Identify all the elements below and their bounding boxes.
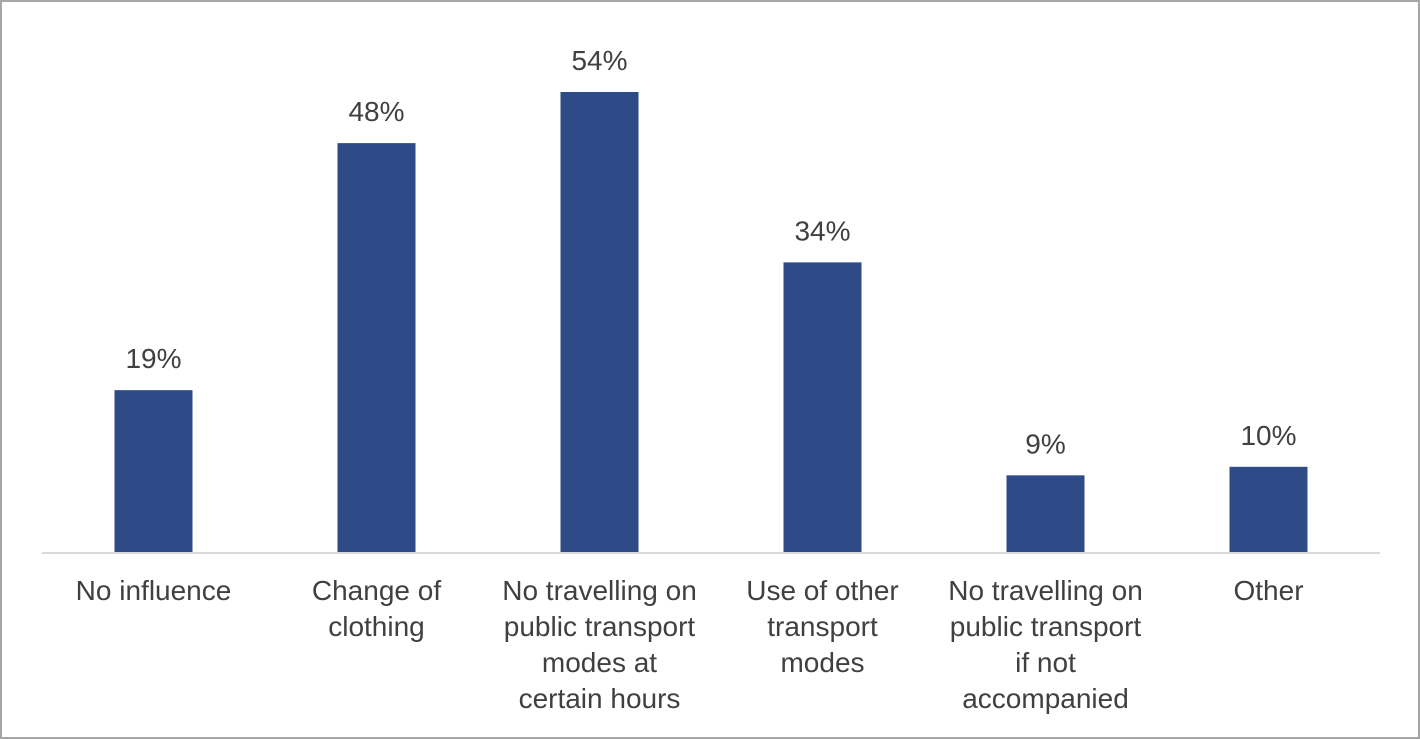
category-label-3: Use of other transport modes (746, 575, 899, 678)
category-label-5: Other (1233, 575, 1303, 606)
bars-group (114, 92, 1308, 552)
bar-4 (1006, 475, 1085, 552)
bar-5 (1229, 466, 1308, 552)
data-label-0: 19% (125, 343, 181, 374)
data-label-5: 10% (1240, 420, 1296, 451)
data-labels-group: 19% 48% 54% 34% 9% 10% (125, 45, 1296, 459)
category-label-1: Change of clothing (312, 575, 441, 642)
category-label-line: No travelling on (502, 575, 697, 606)
bar-3 (783, 262, 862, 552)
category-label-line: modes at (542, 647, 657, 678)
category-label-line: public transport (950, 611, 1142, 642)
bar-2 (560, 92, 639, 552)
category-label-0: No influence (76, 575, 232, 606)
bar-0 (114, 390, 193, 552)
category-label-line: public transport (504, 611, 696, 642)
category-label-line: Change of (312, 575, 441, 606)
category-label-line: modes (780, 647, 864, 678)
category-labels-group: No influence Change of clothing No travelli… (76, 575, 1304, 714)
category-label-line: Other (1233, 575, 1303, 606)
data-label-4: 9% (1025, 428, 1065, 459)
category-label-line: No travelling on (948, 575, 1143, 606)
category-label-line: if not (1015, 647, 1076, 678)
category-label-line: Use of other (746, 575, 899, 606)
data-label-2: 54% (571, 45, 627, 76)
data-label-3: 34% (794, 215, 850, 246)
category-label-line: transport (767, 611, 878, 642)
category-label-line: certain hours (519, 683, 681, 714)
category-label-line: clothing (328, 611, 425, 642)
category-label-line: accompanied (962, 683, 1129, 714)
bar-1 (337, 143, 416, 552)
category-label-4: No travelling on public transport if not ac… (948, 575, 1143, 714)
category-label-2: No travelling on public transport modes at… (502, 575, 697, 714)
category-label-line: No influence (76, 575, 232, 606)
data-label-1: 48% (348, 96, 404, 127)
